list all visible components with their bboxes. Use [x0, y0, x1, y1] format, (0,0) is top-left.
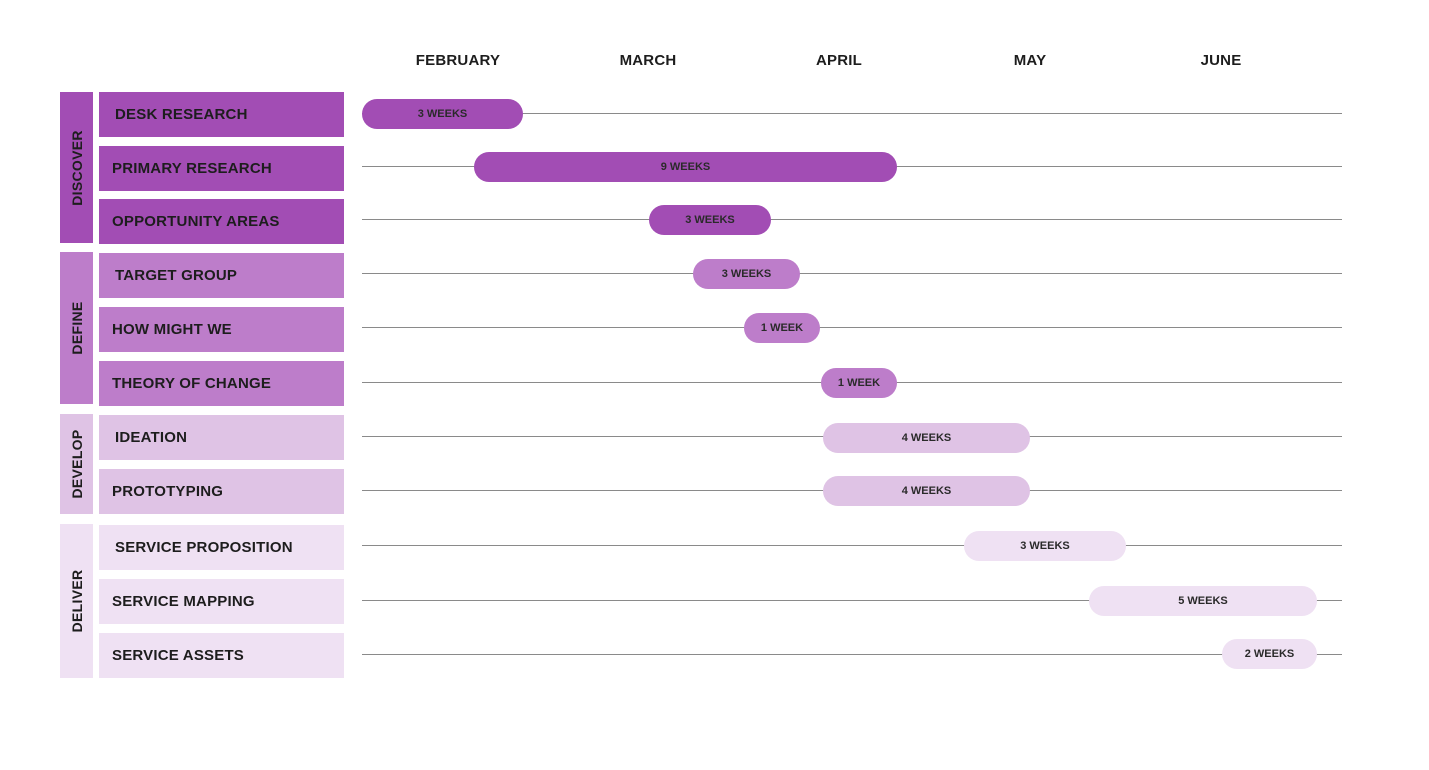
task-service-proposition: SERVICE PROPOSITION	[99, 525, 344, 570]
timeline-line	[362, 327, 1342, 328]
duration-bar: 3 WEEKS	[362, 99, 523, 129]
task-how-might-we: HOW MIGHT WE	[99, 307, 344, 352]
duration-bar: 1 WEEK	[821, 368, 897, 398]
task-opportunity-areas: OPPORTUNITY AREAS	[99, 199, 344, 244]
duration-bar: 4 WEEKS	[823, 423, 1030, 453]
timeline-line	[362, 600, 1342, 601]
task-primary-research: PRIMARY RESEARCH	[99, 146, 344, 191]
task-desk-research: DESK RESEARCH	[99, 92, 344, 137]
duration-bar: 3 WEEKS	[649, 205, 771, 235]
phase-label: DEFINE	[68, 301, 85, 355]
task-prototyping: PROTOTYPING	[99, 469, 344, 514]
phase-discover: DISCOVER	[60, 92, 93, 243]
timeline-line	[362, 545, 1342, 546]
timeline-line	[362, 219, 1342, 220]
duration-bar: 1 WEEK	[744, 313, 820, 343]
task-service-assets: SERVICE ASSETS	[99, 633, 344, 678]
phase-develop: DEVELOP	[60, 414, 93, 514]
duration-bar: 3 WEEKS	[693, 259, 800, 289]
timeline-line	[362, 113, 1342, 114]
task-target-group: TARGET GROUP	[99, 253, 344, 298]
timeline-line	[362, 273, 1342, 274]
month-header: JUNE	[1200, 52, 1242, 69]
phase-label: DISCOVER	[68, 129, 85, 206]
timeline-line	[362, 654, 1342, 655]
phase-define: DEFINE	[60, 252, 93, 404]
duration-bar: 5 WEEKS	[1089, 586, 1317, 616]
month-header: MARCH	[619, 52, 677, 69]
task-service-mapping: SERVICE MAPPING	[99, 579, 344, 624]
duration-bar: 4 WEEKS	[823, 476, 1030, 506]
task-ideation: IDEATION	[99, 415, 344, 460]
phase-label: DEVELOP	[68, 429, 85, 499]
duration-bar: 2 WEEKS	[1222, 639, 1317, 669]
task-theory-of-change: THEORY OF CHANGE	[99, 361, 344, 406]
month-header: APRIL	[816, 52, 862, 69]
month-header: FEBRUARY	[415, 52, 501, 69]
duration-bar: 9 WEEKS	[474, 152, 897, 182]
month-header: MAY	[1013, 52, 1047, 69]
phase-label: DELIVER	[68, 569, 85, 633]
phase-deliver: DELIVER	[60, 524, 93, 678]
duration-bar: 3 WEEKS	[964, 531, 1126, 561]
